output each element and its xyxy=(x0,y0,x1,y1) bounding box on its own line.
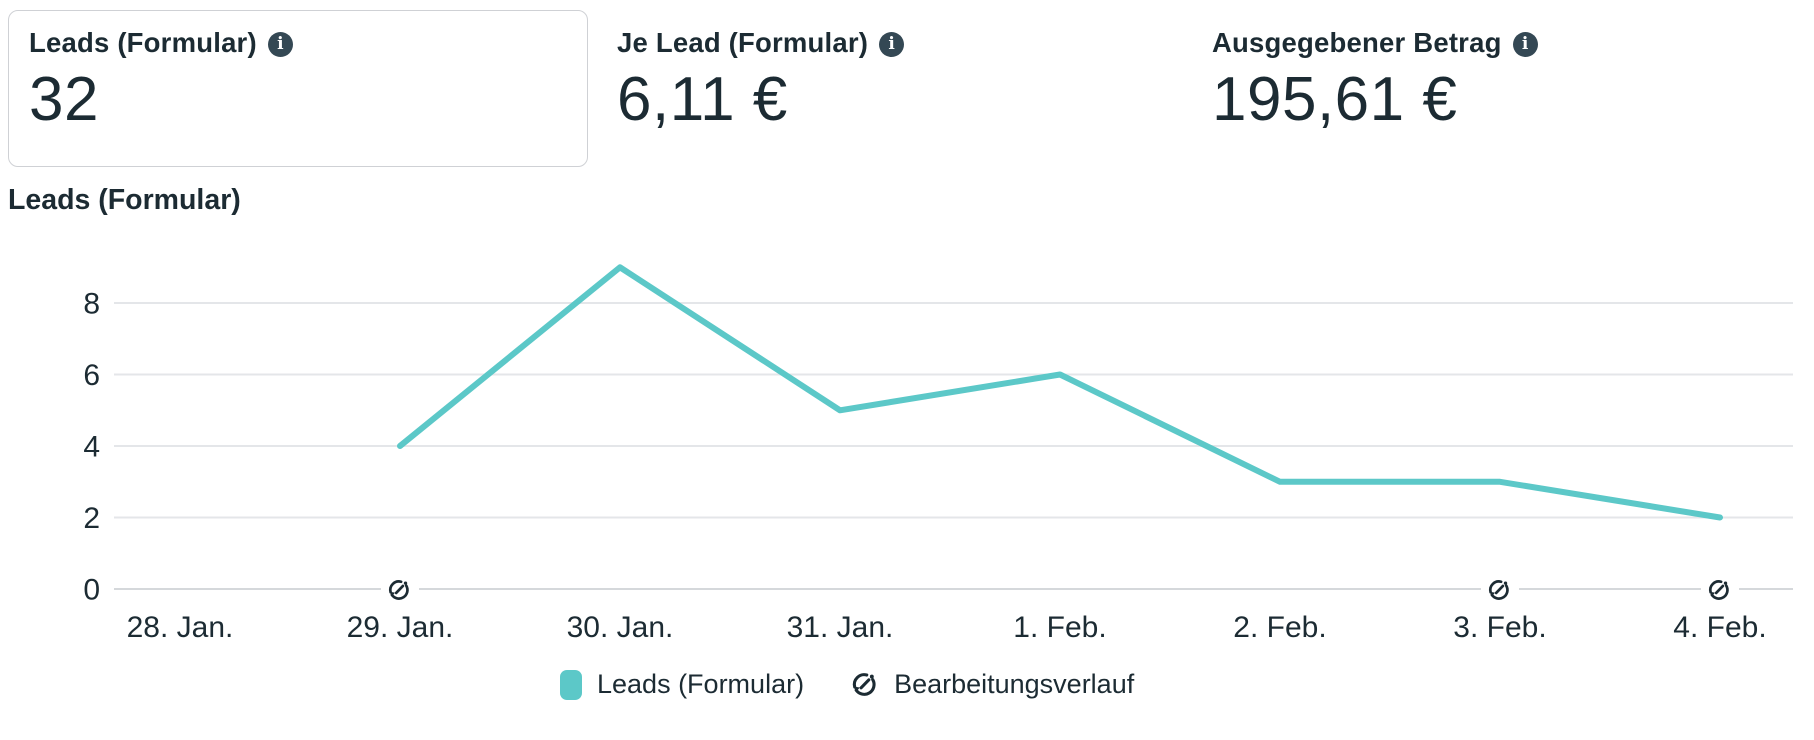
legend-history-label: Bearbeitungsverlauf xyxy=(894,669,1135,699)
info-icon[interactable]: i xyxy=(267,31,293,57)
x-tick-label: 2. Feb. xyxy=(1233,611,1326,644)
edit-history-icon xyxy=(852,673,876,696)
metric-value-amount-spent: 195,61 € xyxy=(1212,65,1458,134)
x-tick-label: 1. Feb. xyxy=(1013,611,1106,644)
metric-label-leads: Leads (Formular) xyxy=(29,27,257,58)
y-tick-label: 4 xyxy=(83,431,100,464)
x-tick-label: 3. Feb. xyxy=(1453,611,1546,644)
y-tick-label: 0 xyxy=(83,574,100,607)
y-tick-label: 2 xyxy=(83,502,100,535)
chart-title: Leads (Formular) xyxy=(8,184,241,216)
leads-series-line[interactable] xyxy=(397,264,1723,521)
edit-history-marker-icon[interactable] xyxy=(1488,580,1509,600)
x-tick-label: 28. Jan. xyxy=(127,611,234,644)
metric-card-cost-per-lead[interactable]: Je Lead (Formular) i 6,11 € xyxy=(617,10,905,135)
edit-history-marker-icon[interactable] xyxy=(1708,580,1729,600)
x-tick-label: 4. Feb. xyxy=(1673,611,1766,644)
metric-card-amount-spent[interactable]: Ausgegebener Betrag i 195,61 € xyxy=(1212,10,1538,135)
chart-legend: Leads (Formular) Bearbeitungsverlauf xyxy=(560,669,1134,700)
info-icon[interactable]: i xyxy=(1512,31,1538,57)
metric-label-cost-per-lead: Je Lead (Formular) xyxy=(617,27,869,58)
x-tick-label: 31. Jan. xyxy=(787,611,894,644)
metric-label-amount-spent: Ausgegebener Betrag xyxy=(1212,27,1502,58)
edit-history-marker-icon[interactable] xyxy=(388,580,409,600)
metric-value-cost-per-lead: 6,11 € xyxy=(617,65,788,134)
info-icon[interactable]: i xyxy=(879,31,905,57)
y-tick-label: 8 xyxy=(83,288,100,321)
legend-series-label: Leads (Formular) xyxy=(597,669,805,699)
metric-card-leads[interactable]: Leads (Formular) i 32 xyxy=(8,10,588,167)
x-tick-label: 29. Jan. xyxy=(347,611,454,644)
leads-line-chart[interactable]: 0 2 4 6 8 28. Jan. 29. Jan. 30. Jan. 31. Jan. 1. … xyxy=(0,0,1814,660)
x-tick-label: 30. Jan. xyxy=(567,611,674,644)
metric-value-leads: 32 xyxy=(29,65,99,134)
legend-color-swatch xyxy=(560,669,582,700)
y-tick-label: 6 xyxy=(83,359,100,392)
